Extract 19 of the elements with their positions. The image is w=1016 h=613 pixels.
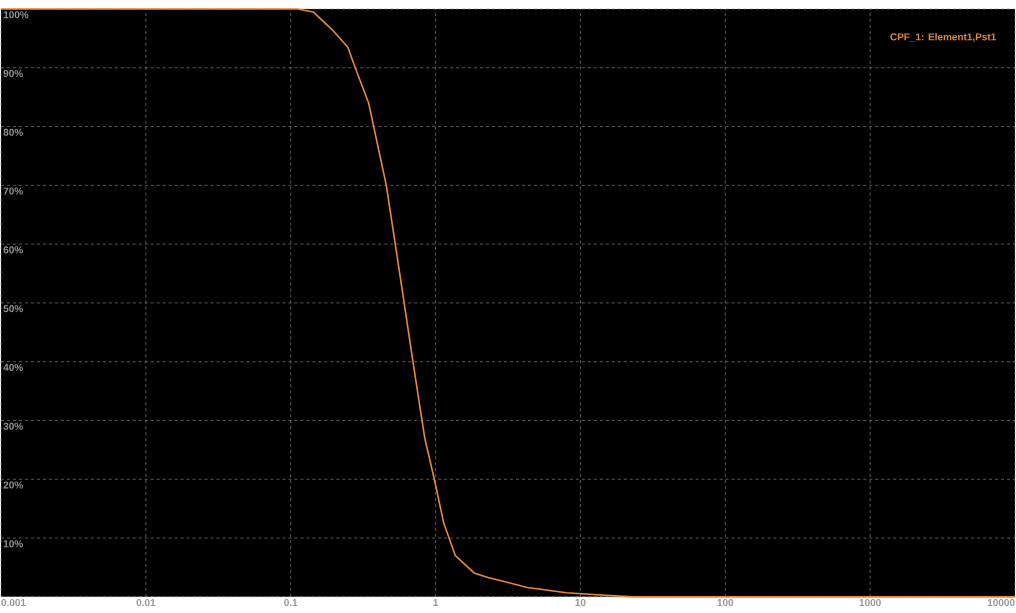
- y-tick-label: 80%: [3, 128, 23, 136]
- text: CPF_1: Element1,Pst1: [890, 33, 996, 42]
- x-tick-label: 10000: [987, 599, 1015, 607]
- x-tick-label: 10: [575, 599, 586, 607]
- y-tick-label: 50%: [3, 305, 23, 313]
- y-tick-label: 70%: [3, 187, 23, 195]
- y-tick-label: 100%: [3, 11, 29, 19]
- y-tick-label: 90%: [3, 70, 23, 78]
- y-tick-label: 20%: [3, 481, 23, 489]
- y-tick-label: 30%: [3, 422, 23, 430]
- x-tick-label: 0.001: [1, 599, 26, 607]
- x-tick-label: 1: [433, 599, 439, 606]
- y-tick-label: 40%: [3, 363, 23, 372]
- x-tick-label: 0.01: [136, 599, 156, 607]
- y-tick-label: 10%: [3, 540, 23, 548]
- x-tick-label: 100: [717, 599, 734, 607]
- x-tick-label: 0.1: [284, 599, 298, 607]
- x-tick-label: 1000: [859, 599, 881, 607]
- y-tick-label: 60%: [3, 246, 23, 254]
